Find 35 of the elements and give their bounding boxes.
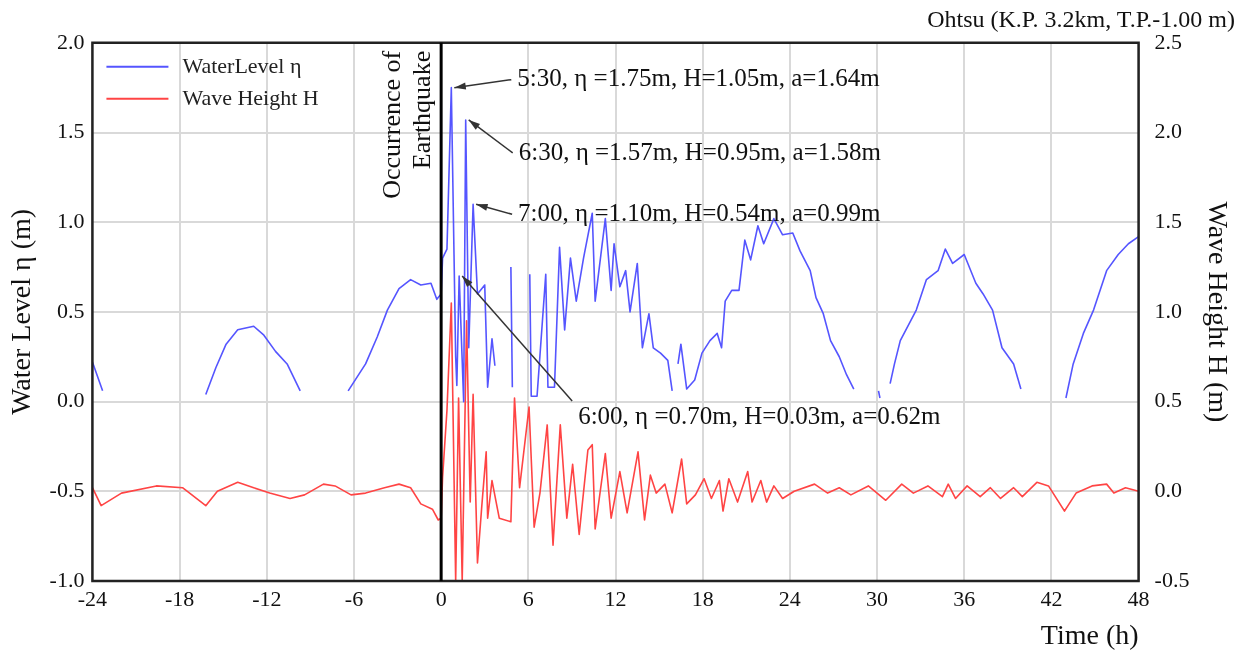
y-tick-label: 1.5 [56,118,85,144]
y2-tick-label: 1.0 [1154,297,1183,323]
y2-tick-label: 0.0 [1154,477,1183,503]
y2-tick-label: -0.5 [1154,566,1190,592]
x-tick-label: 0 [435,585,447,611]
annotation: 7:00, η =1.10m, H=0.54m, a=0.99m [518,198,881,226]
y-tick-label: 2.0 [56,28,85,54]
x-tick-label: -12 [252,585,282,611]
x-tick-label: -6 [344,585,364,611]
x-tick-label: 24 [778,585,801,611]
x-tick-label: 36 [953,585,976,611]
x-tick-label: 30 [866,585,889,611]
x-axis-title: Time (h) [1040,618,1139,650]
y-tick-label: 1.0 [56,207,85,233]
legend-label: WaterLevel η [182,52,302,78]
y-tick-label: 0.0 [56,387,85,413]
x-tick-label: 6 [522,585,534,611]
x-tick-label: -18 [164,585,195,611]
ref-line-label: Occurrence of Earthquake [376,50,436,199]
y-tick-label: -1.0 [49,566,85,592]
annotation: 5:30, η =1.75m, H=1.05m, a=1.64m [517,64,881,92]
y2-tick-label: 2.0 [1154,118,1183,144]
x-tick-label: 12 [604,585,627,611]
y2-tick-label: 1.5 [1154,207,1183,233]
annotation: 6:00, η =0.70m, H=0.03m, a=0.62m [578,401,942,429]
x-tick-label: 48 [1127,585,1150,611]
y2-axis-title: Wave Height H (m) [1202,201,1234,423]
annotation: 6:30, η =1.57m, H=0.95m, a=1.58m [518,137,882,165]
legend-label: Wave Height H [182,84,319,110]
y-tick-label: 0.5 [56,297,85,323]
x-tick-label: 18 [691,585,714,611]
y-axis-title: Water Level η (m) [5,208,37,415]
y-tick-label: -0.5 [49,477,85,503]
y2-tick-label: 0.5 [1154,387,1183,413]
x-tick-label: 42 [1040,585,1063,611]
